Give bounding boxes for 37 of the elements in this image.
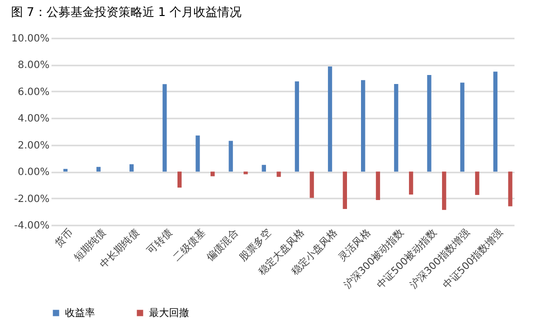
bar	[460, 82, 464, 172]
bar	[96, 166, 101, 172]
bar	[475, 172, 480, 195]
x-tick-label: 货币	[52, 226, 76, 250]
y-tick-label: -4.00%	[14, 220, 50, 232]
legend-label: 收益率	[65, 307, 95, 319]
bar	[310, 172, 314, 198]
bar	[361, 80, 366, 172]
x-tick-label: 可转债	[144, 226, 175, 256]
y-tick-label: 8.00%	[18, 60, 50, 72]
y-tick-label: 10.00%	[11, 34, 50, 44]
bar	[394, 84, 398, 172]
bar	[442, 172, 446, 210]
bar	[177, 172, 182, 188]
y-tick-label: 0.00%	[18, 167, 50, 178]
bar	[276, 172, 281, 177]
y-tick-label: 6.00%	[18, 86, 50, 98]
bar	[408, 172, 414, 195]
bar	[508, 172, 512, 206]
bar	[294, 81, 300, 172]
bar	[376, 172, 380, 200]
legend-label: 最大回撤	[149, 307, 189, 319]
bar	[162, 84, 167, 172]
bar	[130, 164, 134, 172]
bar	[210, 172, 215, 176]
chart-title: 图 7：公募基金投资策略近 1 个月收益情况	[10, 5, 242, 19]
bar	[196, 136, 200, 172]
bar	[427, 75, 432, 172]
y-tick-label: 2.00%	[18, 140, 50, 152]
bar	[244, 172, 248, 174]
bar	[493, 72, 498, 172]
bar	[342, 172, 347, 209]
y-tick-label: 4.00%	[18, 114, 50, 125]
y-tick-label: -2.00%	[14, 194, 50, 205]
bar	[262, 164, 266, 172]
bar	[228, 140, 233, 172]
bar	[328, 66, 332, 172]
